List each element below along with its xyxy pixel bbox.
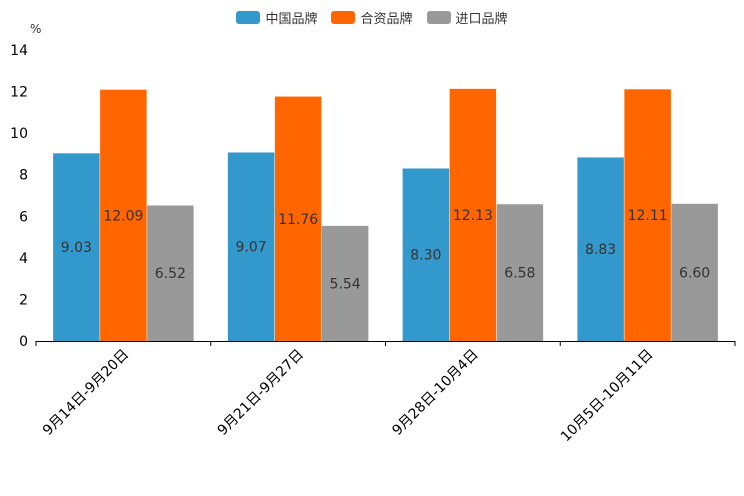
bar-value-label: 12.09 [103, 208, 143, 224]
bar-value-label: 5.54 [330, 276, 361, 292]
bar-value-label: 6.52 [155, 266, 186, 282]
bar [274, 96, 322, 341]
legend-label-china-brand: 中国品牌 [265, 12, 318, 27]
legend-item-joint-venture-brand[interactable]: 合资品牌 [331, 8, 413, 27]
bar [577, 157, 624, 341]
y-tick-label: 8 [19, 168, 28, 184]
y-tick-label: 0 [19, 334, 28, 350]
x-tick-label: 9月21日-9月27日 [215, 347, 307, 439]
bar [227, 152, 275, 341]
bar [402, 168, 450, 341]
x-tick-label: 10月5日-10月11日 [558, 347, 657, 446]
bar-value-label: 12.11 [628, 208, 668, 224]
y-tick-label: 10 [10, 126, 28, 142]
y-tick-label: 6 [19, 209, 28, 225]
bar-value-label: 9.07 [236, 240, 267, 256]
bar-series [53, 88, 718, 341]
legend-label-joint-venture-brand: 合资品牌 [360, 12, 413, 27]
y-tick-label: 14 [10, 43, 28, 59]
y-axis-unit-label: % [30, 22, 41, 36]
bar-value-label: 6.60 [679, 265, 710, 281]
legend-label-import-brand: 进口品牌 [455, 12, 508, 27]
legend-swatch-joint-venture-brand [331, 11, 356, 24]
bar-value-label: 11.76 [278, 212, 318, 228]
bar-value-label: 9.03 [61, 240, 92, 256]
bar-value-label: 8.30 [410, 248, 441, 264]
bar-value-label: 6.58 [504, 266, 535, 282]
bar [496, 204, 544, 341]
bar [671, 203, 718, 341]
y-tick-label: 2 [19, 292, 28, 308]
bar [321, 225, 369, 341]
legend-swatch-china-brand [236, 11, 261, 24]
bar [53, 153, 100, 341]
bar-value-label: 12.13 [453, 208, 493, 224]
bar-value-label: 8.83 [585, 242, 616, 258]
x-tick-label: 9月14日-9月20日 [40, 347, 132, 439]
legend-swatch-import-brand [426, 11, 451, 24]
y-axis-ticks: 0 2 4 6 8 10 12 14 [10, 43, 28, 350]
bar [100, 89, 147, 341]
y-tick-label: 4 [19, 251, 28, 267]
bar [624, 89, 671, 341]
bar [449, 88, 497, 341]
legend-item-import-brand[interactable]: 进口品牌 [426, 8, 508, 27]
x-tick-label: 9月28日-10月4日 [389, 347, 481, 439]
chart-legend: 中国品牌 合资品牌 进口品牌 [0, 8, 744, 27]
y-tick-label: 12 [10, 85, 28, 101]
data-labels: 9.03 12.09 6.52 9.07 11.76 5.54 8.30 12.13 6.58 8… [61, 208, 710, 292]
bar [147, 205, 194, 341]
legend-item-china-brand[interactable]: 中国品牌 [236, 8, 317, 27]
x-axis-ticks: 9月14日-9月20日 9月21日-9月27日 9月28日-10月4日 10月5日-1… [35, 341, 736, 446]
